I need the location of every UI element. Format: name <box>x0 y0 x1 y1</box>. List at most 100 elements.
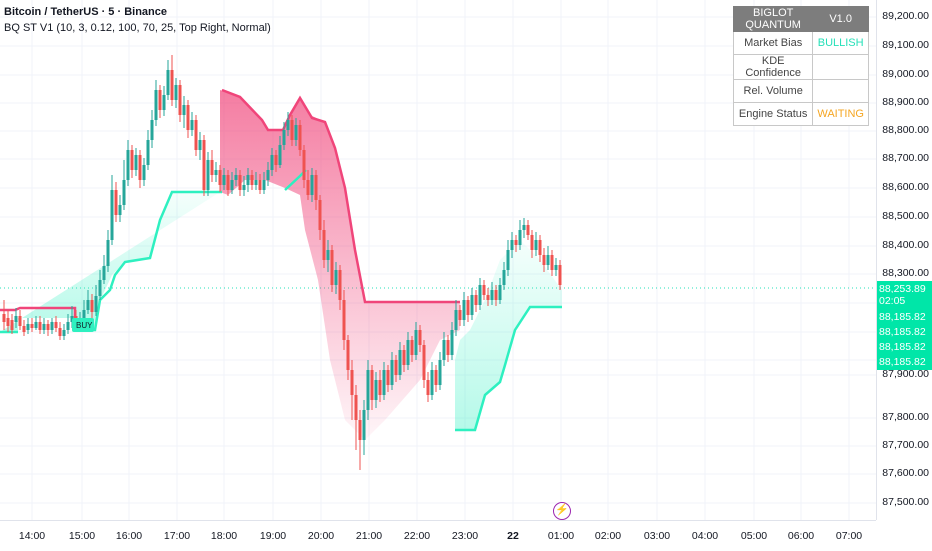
price-tick-label: 87,700.00 <box>882 439 929 451</box>
candle-body <box>406 340 410 365</box>
candle-body <box>518 230 522 245</box>
lightning-icon[interactable]: ⚡ <box>553 502 571 520</box>
candle-body <box>346 340 350 370</box>
candle-body <box>18 316 22 326</box>
time-scale[interactable]: 14:00 15:00 16:00 17:00 18:00 19:00 20:00 21:00… <box>0 520 876 551</box>
buy-signal-label: BUY <box>76 321 93 330</box>
indicator-legend[interactable]: BQ ST V1 (10, 3, 0.12, 100, 70, 25, Top … <box>4 22 271 34</box>
price-tick-label: 88,900.00 <box>882 96 929 108</box>
candle-body <box>454 310 458 330</box>
candle-body <box>142 165 146 180</box>
candle-body <box>154 90 158 120</box>
bull-band-fill-2 <box>455 240 562 430</box>
candle-body <box>218 170 222 185</box>
countdown-tag: 02:05 <box>877 293 932 309</box>
candle-body <box>338 270 342 300</box>
candle-body <box>370 370 374 400</box>
price-chart[interactable]: BUY <box>0 0 876 520</box>
candle-body <box>122 180 126 205</box>
candle-body <box>170 70 174 100</box>
candle-body <box>334 270 338 285</box>
candle-body <box>510 240 514 250</box>
candle-body <box>362 410 366 440</box>
candle-body <box>70 316 74 322</box>
time-tick-label: 01:00 <box>547 530 575 542</box>
candle-body <box>194 120 198 150</box>
candle-body <box>498 285 502 300</box>
time-tick-label: 21:00 <box>355 530 383 542</box>
price-tick-label: 89,000.00 <box>882 68 929 80</box>
candle-body <box>274 155 278 165</box>
candle-body <box>202 140 206 190</box>
candle-body <box>306 180 310 195</box>
candle-body <box>462 300 466 320</box>
candle-body <box>98 280 102 296</box>
candle-body <box>242 185 246 190</box>
supertrend-bull-line <box>455 305 562 432</box>
candle-body <box>514 240 518 245</box>
candle-body <box>422 345 426 380</box>
candle-body <box>506 250 510 270</box>
candle-body <box>458 310 462 320</box>
time-tick-label: 20:00 <box>307 530 335 542</box>
candle-body <box>534 240 538 250</box>
time-tick-label: 06:00 <box>787 530 815 542</box>
row-label: KDE Confidence <box>732 54 814 80</box>
candle-body <box>166 70 170 95</box>
price-tick-label: 89,100.00 <box>882 39 929 51</box>
candle-body <box>310 175 314 195</box>
candle-body <box>302 150 306 180</box>
price-tick-label: 87,600.00 <box>882 467 929 479</box>
candle-body <box>6 318 10 326</box>
candle-body <box>210 160 214 175</box>
candle-body <box>386 370 390 385</box>
price-tick-label: 88,600.00 <box>882 181 929 193</box>
candle-body <box>390 360 394 385</box>
candle-body <box>474 295 478 305</box>
candle-body <box>238 175 242 190</box>
candle-body <box>482 285 486 295</box>
candle-body <box>314 175 318 200</box>
candle-body <box>106 240 110 266</box>
candle-body <box>374 380 378 400</box>
rel-volume-value <box>812 79 869 103</box>
candle-body <box>118 205 122 215</box>
candle-body <box>550 255 554 270</box>
candle-body <box>162 95 166 110</box>
candle-body <box>330 250 334 285</box>
candle-body <box>46 324 50 330</box>
candle-body <box>234 175 238 180</box>
candle-body <box>222 175 226 185</box>
candle-body <box>90 300 94 312</box>
candle-body <box>42 324 46 330</box>
candle-body <box>478 285 482 305</box>
candle-body <box>530 235 534 250</box>
candle-body <box>414 330 418 355</box>
candle-body <box>214 170 218 175</box>
candle-body <box>426 380 430 395</box>
candle-body <box>158 90 162 110</box>
candle-body <box>126 150 130 180</box>
price-tag: 88,185.82 <box>877 354 932 370</box>
candle-body <box>546 255 550 265</box>
candle-body <box>182 105 186 115</box>
price-scale[interactable]: 89,200.00 89,100.00 89,000.00 88,900.00 88,8… <box>876 0 932 520</box>
symbol-legend[interactable]: Bitcoin / TetherUS · 5 · Binance <box>4 6 167 18</box>
candle-body <box>278 145 282 165</box>
price-tag: 88,185.82 <box>877 324 932 340</box>
candle-body <box>470 295 474 315</box>
candle-body <box>62 330 66 336</box>
candle-body <box>246 175 250 185</box>
price-tick-label: 87,800.00 <box>882 411 929 423</box>
candle-body <box>554 265 558 270</box>
candle-body <box>542 255 546 265</box>
time-tick-label: 22:00 <box>403 530 431 542</box>
chart-area[interactable]: BUY Bitcoin / TetherUS · 5 · Binance BQ … <box>0 0 876 520</box>
price-tick-label: 88,500.00 <box>882 210 929 222</box>
candle-body <box>366 370 370 410</box>
candle-body <box>410 340 414 355</box>
candle-body <box>438 360 442 385</box>
candle-body <box>66 322 70 330</box>
candle-body <box>322 230 326 260</box>
candle-body <box>26 324 30 330</box>
